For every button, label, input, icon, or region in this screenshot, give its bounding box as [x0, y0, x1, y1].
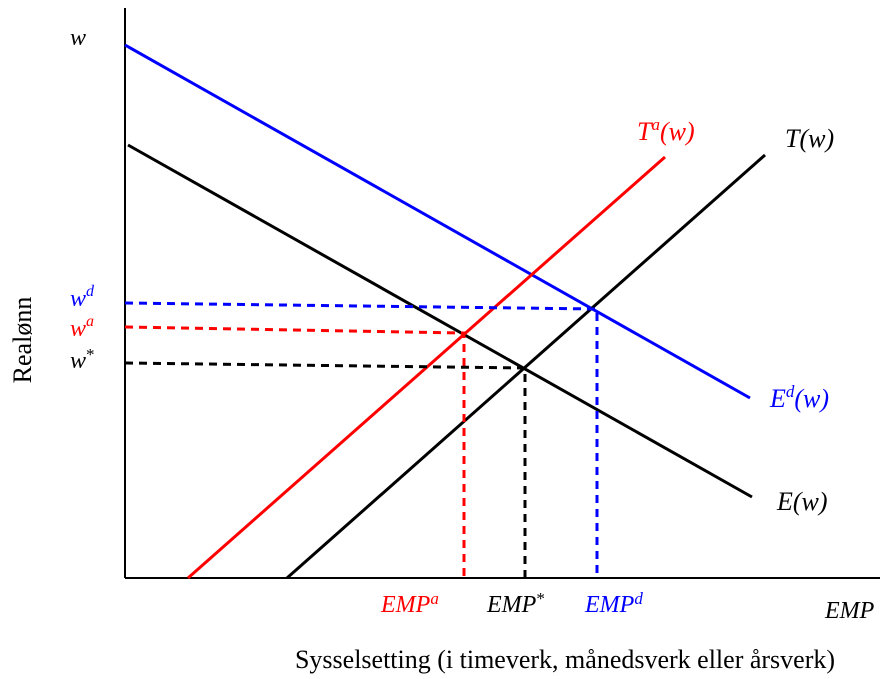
x-axis-title: Sysselsetting (i timeverk, månedsverk el… — [295, 645, 835, 674]
label-wstar: w* — [70, 345, 95, 374]
label-t: T(w) — [785, 124, 834, 153]
curve-e — [127, 143, 753, 499]
label-empd: EMPd — [584, 589, 643, 618]
guide-wstar-empstar — [124, 361, 527, 578]
label-ed: Ed(w) — [769, 382, 829, 413]
y-axis-title: Realønn — [8, 297, 37, 384]
label-wa: wa — [70, 313, 94, 342]
label-empstar: EMP* — [486, 589, 545, 618]
x-axis-symbol: EMP — [824, 598, 875, 624]
curve-t — [286, 153, 766, 580]
curve-ed — [124, 43, 751, 400]
label-e: E(w) — [776, 487, 828, 516]
label-empa: EMPa — [380, 589, 439, 618]
label-ta: Ta(w) — [637, 115, 695, 146]
y-axis-symbol: w — [70, 25, 86, 51]
guide-wd-empd — [124, 301, 599, 578]
label-wd: wd — [70, 283, 95, 312]
guide-wa-empa — [124, 325, 466, 578]
